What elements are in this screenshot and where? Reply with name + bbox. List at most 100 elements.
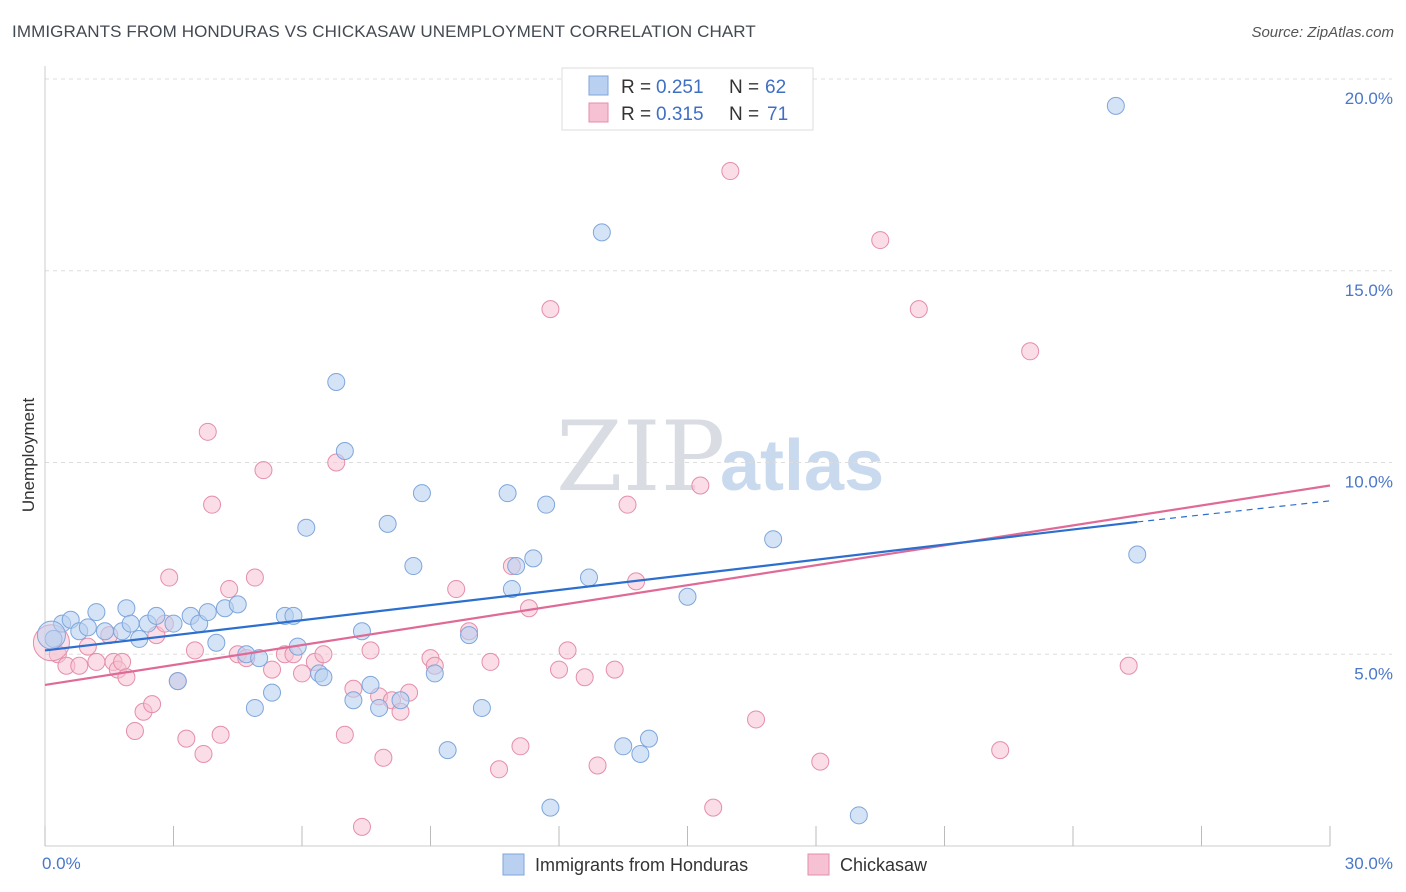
legend-swatch-blue xyxy=(588,75,609,96)
y-tick-label: 5.0% xyxy=(1354,664,1393,683)
honduras-point xyxy=(164,614,183,633)
chickasaw-point xyxy=(211,725,230,744)
legend-n-label-blue: N = xyxy=(729,77,759,98)
bottom-legend-honduras: Immigrants from Honduras xyxy=(535,855,748,875)
honduras-point xyxy=(764,530,783,549)
honduras-point xyxy=(614,737,633,756)
honduras-point xyxy=(412,484,431,503)
honduras-point xyxy=(537,495,556,514)
x-tick-label-max: 30.0% xyxy=(1345,854,1393,873)
trend-lines xyxy=(44,484,1331,687)
chickasaw-point xyxy=(447,580,466,599)
chickasaw-point xyxy=(575,668,594,687)
honduras-point xyxy=(1106,96,1125,115)
chickasaw-point xyxy=(721,162,740,181)
honduras-point xyxy=(460,626,479,645)
chickasaw-point xyxy=(550,660,568,679)
honduras-point xyxy=(327,372,346,391)
honduras-point xyxy=(1128,545,1147,564)
chickasaw-point xyxy=(160,568,179,587)
chickasaw-point xyxy=(185,641,204,660)
honduras-point xyxy=(297,518,316,537)
chickasaw-point xyxy=(605,660,624,679)
honduras-trend-line xyxy=(44,520,1138,652)
correlation-legend: R = 0.251 N = 62 R = 0.315 N = 71 xyxy=(561,67,814,131)
chickasaw-point xyxy=(352,817,371,836)
gridlines xyxy=(45,78,1392,655)
chickasaw-point xyxy=(70,656,89,675)
chickasaw-point xyxy=(335,725,354,744)
honduras-point xyxy=(198,603,217,622)
honduras-point xyxy=(168,672,187,691)
bottom-legend-swatch-honduras xyxy=(502,853,525,876)
chickasaw-point xyxy=(374,748,393,767)
y-axis-label: Unemployment xyxy=(19,398,38,513)
legend-r-label-blue: R = xyxy=(621,77,651,98)
chickasaw-point xyxy=(314,645,333,664)
honduras-point xyxy=(524,549,543,568)
honduras-point xyxy=(404,557,423,576)
honduras-point xyxy=(378,514,397,533)
honduras-point xyxy=(245,698,264,717)
chickasaw-point xyxy=(194,744,213,763)
chickasaw-point xyxy=(811,752,830,771)
chickasaw-point xyxy=(511,737,530,756)
honduras-point xyxy=(335,441,354,460)
legend-swatch-pink xyxy=(588,102,609,123)
chickasaw-point xyxy=(1021,342,1040,361)
honduras-point xyxy=(228,595,247,614)
legend-r-label-pink: R = xyxy=(621,104,651,125)
honduras-point xyxy=(541,798,560,817)
honduras-point-cluster xyxy=(36,620,66,650)
axes xyxy=(44,66,1331,847)
honduras-point xyxy=(117,599,136,618)
chart-title: IMMIGRANTS FROM HONDURAS VS CHICKASAW UN… xyxy=(12,22,756,41)
x-tick-label-min: 0.0% xyxy=(42,854,81,873)
honduras-point xyxy=(314,668,333,687)
chickasaw-point xyxy=(125,721,144,740)
honduras-point xyxy=(361,675,380,694)
chickasaw-point xyxy=(263,660,282,679)
y-tick-label: 20.0% xyxy=(1345,89,1393,108)
chickasaw-point xyxy=(245,568,264,587)
chickasaw-point xyxy=(490,760,509,779)
bottom-legend-chickasaw: Chickasaw xyxy=(840,855,928,875)
chickasaw-point xyxy=(143,695,162,714)
honduras-point xyxy=(95,622,114,641)
chickasaw-point xyxy=(254,461,273,480)
honduras-point xyxy=(472,698,491,717)
honduras-point xyxy=(121,614,140,633)
chickasaw-point xyxy=(220,580,239,599)
chickasaw-point xyxy=(588,756,607,775)
honduras-point xyxy=(78,618,97,637)
honduras-point xyxy=(344,691,363,710)
chickasaw-point xyxy=(558,641,577,660)
honduras-point xyxy=(639,729,658,748)
chickasaw-point xyxy=(991,741,1010,760)
honduras-point xyxy=(438,741,457,760)
honduras-point xyxy=(592,223,611,242)
series-legend: Immigrants from Honduras Chickasaw xyxy=(502,853,928,876)
chickasaw-trend-line xyxy=(44,484,1331,687)
chickasaw-point xyxy=(198,422,217,441)
honduras-point xyxy=(507,557,526,576)
honduras-point xyxy=(263,683,282,702)
honduras-point xyxy=(579,568,598,587)
chickasaw-point xyxy=(203,495,222,514)
watermark-atlas: atlas xyxy=(720,426,884,506)
honduras-point xyxy=(370,698,389,717)
y-tick-label: 15.0% xyxy=(1345,281,1393,300)
chickasaw-point xyxy=(361,641,380,660)
chickasaw-point xyxy=(87,652,106,671)
honduras-point xyxy=(498,484,517,503)
honduras-point xyxy=(147,606,166,625)
chickasaw-point xyxy=(909,300,928,319)
chickasaw-point xyxy=(618,495,637,514)
chickasaw-point xyxy=(704,798,723,817)
chickasaw-point xyxy=(541,300,560,319)
chickasaw-point xyxy=(177,729,196,748)
watermark-zip: ZIP xyxy=(556,401,725,513)
honduras-point xyxy=(87,603,106,622)
chickasaw-point xyxy=(481,652,500,671)
